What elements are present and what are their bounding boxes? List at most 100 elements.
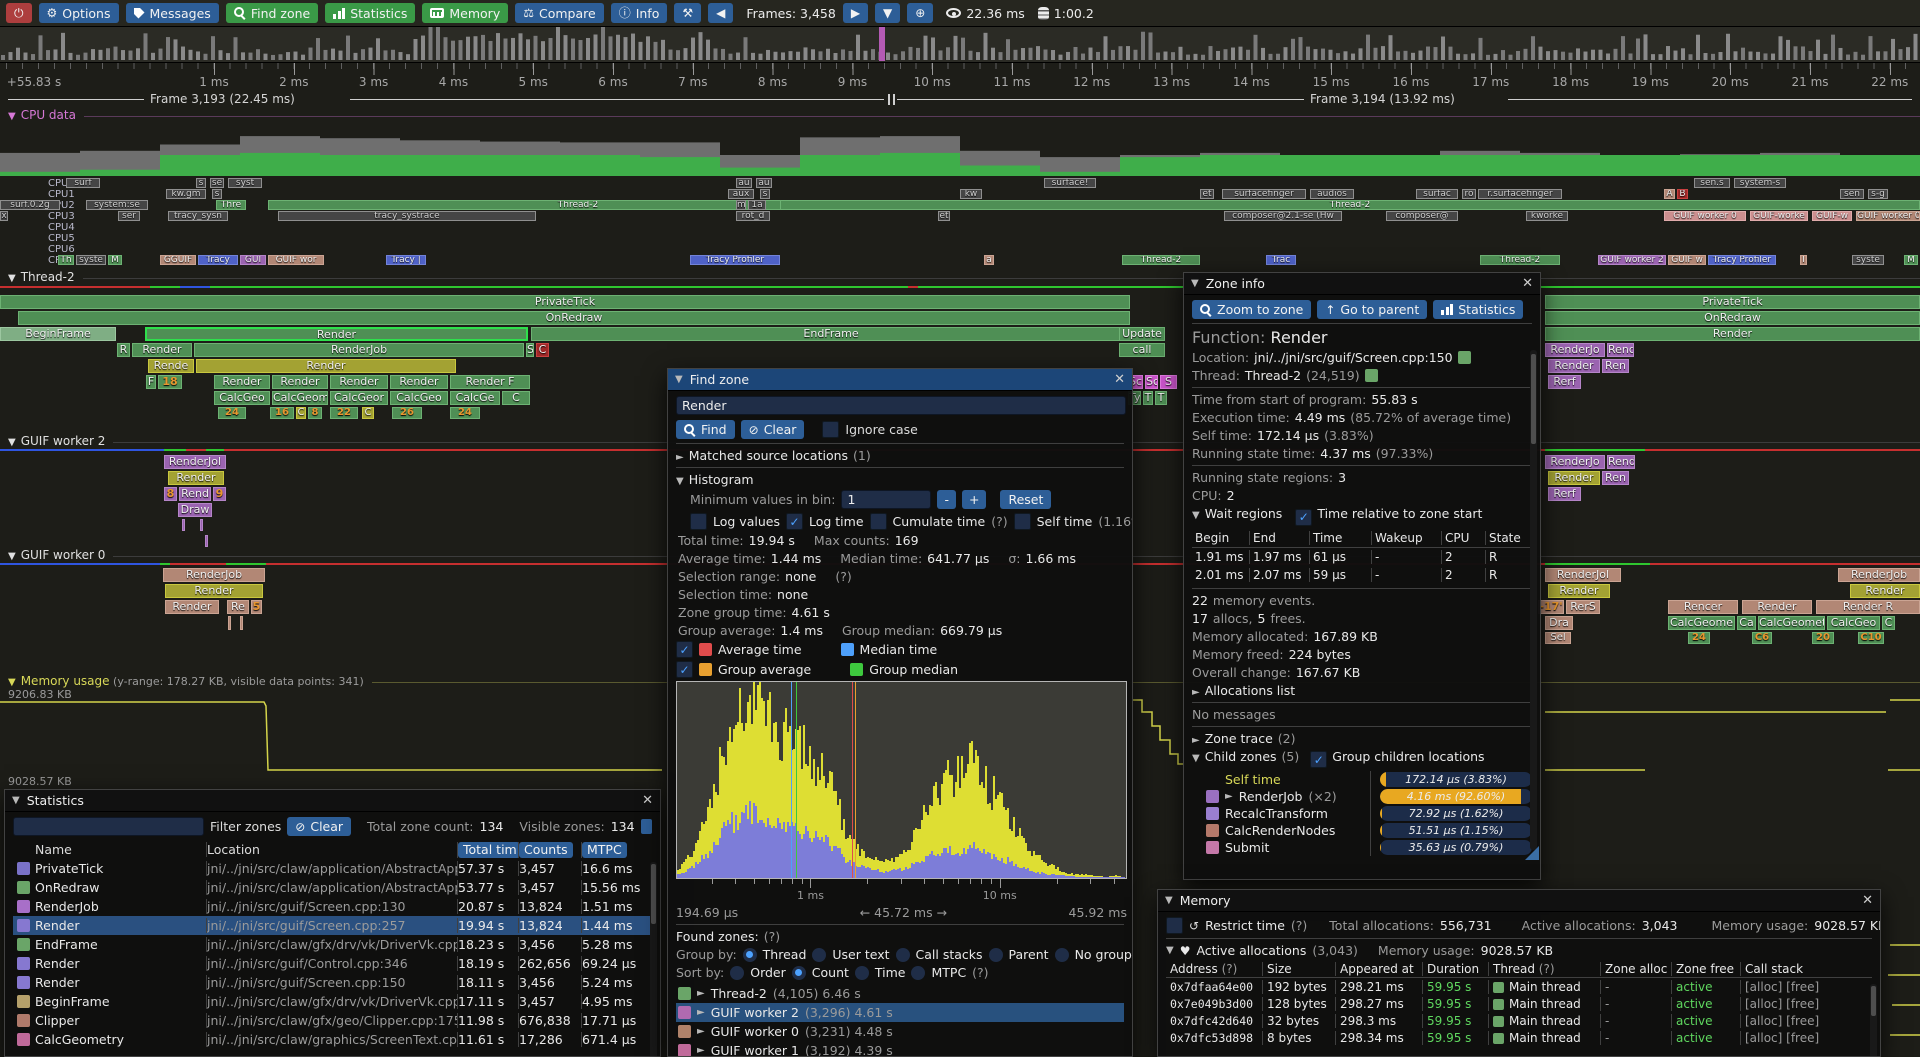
timeline-zone[interactable]: RenderJol — [164, 455, 226, 469]
group-by-option[interactable]: Call stacks — [915, 947, 983, 962]
cpu-zone[interactable]: surface! — [1044, 178, 1096, 188]
timeline-zone[interactable]: Render R — [1816, 600, 1920, 614]
min-bin-input[interactable] — [841, 490, 932, 509]
child-zone-row[interactable]: RecalcTransform 72.92 µs (1.62%) — [1192, 805, 1532, 822]
timeline-zone[interactable]: 18 — [158, 375, 182, 389]
histogram-section[interactable]: Histogram — [688, 472, 754, 487]
wait-col-header[interactable]: State — [1486, 531, 1532, 545]
cpu-zone[interactable]: GUIF wor — [268, 255, 324, 265]
timeline-zone[interactable]: PrivateTick — [0, 295, 1130, 309]
child-zone-row[interactable]: Submit 35.63 µs (0.79%) — [1192, 839, 1532, 856]
timeline-zone[interactable]: Ca — [1737, 616, 1756, 630]
cpu-zone[interactable]: s — [196, 178, 206, 188]
close-icon[interactable]: ✕ — [642, 793, 653, 808]
memory-col-header[interactable]: Thread (?) — [1489, 962, 1601, 976]
group-by-option-radio[interactable] — [988, 947, 1003, 962]
collapse-icon[interactable]: ▼ — [675, 374, 683, 385]
frame-label[interactable]: Frame 3,193 (22.45 ms) — [150, 92, 295, 106]
find-zone-button[interactable]: Find zone — [225, 3, 319, 23]
timeline-zone[interactable]: RenderJob — [1838, 568, 1920, 582]
cpu-zone[interactable]: s — [212, 189, 222, 199]
checkbox-log-time[interactable]: ✓ — [785, 513, 803, 530]
cpu-zone[interactable]: au — [736, 178, 752, 188]
sort-total-time-button[interactable]: Total tim — [458, 841, 519, 858]
frame-label[interactable]: Frame 3,194 (13.92 ms) — [1310, 92, 1455, 106]
matched-source-locations[interactable]: Matched source locations — [688, 448, 849, 463]
cpu-zone[interactable]: surfac — [1416, 189, 1458, 199]
cpu-zone[interactable]: tracy_sysn — [168, 211, 228, 221]
timeline-zone[interactable]: Rend — [1607, 343, 1634, 357]
found-zone-group[interactable]: ► GUIF worker 1 (3,192) 4.39 s — [676, 1041, 1124, 1056]
timeline-zone[interactable]: RenderJob — [163, 568, 265, 582]
group-by-option[interactable]: No grouping — [1074, 947, 1132, 962]
cpu-zone[interactable]: s — [760, 189, 770, 199]
wait-col-header[interactable]: Wakeup — [1372, 531, 1442, 545]
timeline-zone[interactable]: S — [526, 343, 534, 357]
cpu-zone[interactable]: a — [984, 255, 994, 265]
ignore-case-checkbox[interactable] — [822, 421, 840, 438]
zone-trace-section[interactable]: Zone trace — [1204, 730, 1273, 746]
wait-col-header[interactable]: Begin — [1195, 530, 1230, 545]
timeline-zone[interactable]: BeginFrame — [0, 327, 116, 341]
power-button[interactable]: ⏻ — [6, 3, 32, 23]
timeline-zone[interactable]: 24 — [1688, 632, 1710, 644]
cpu-zone[interactable]: composer@2.1-se (Hw — [1224, 211, 1342, 221]
expand-icon[interactable]: ► — [1225, 791, 1233, 802]
timeline-zone[interactable]: 20 — [1812, 632, 1834, 644]
timeline-zone[interactable]: C — [296, 407, 306, 419]
cpu-zone[interactable]: r.surfacefinger — [1478, 189, 1562, 199]
timeline-zone[interactable]: Render — [145, 327, 528, 341]
timeline-zone[interactable]: Update — [1119, 327, 1165, 341]
wait-col-header[interactable]: End — [1250, 531, 1310, 545]
found-zone-group[interactable]: ► GUIF worker 2 (3,296) 4.61 s — [676, 1003, 1124, 1022]
cpu-zone[interactable]: au — [756, 178, 772, 188]
sort-by-option-radio[interactable] — [854, 965, 869, 980]
zone-info-titlebar[interactable]: ▼ Zone info ✕ — [1184, 273, 1540, 295]
cpu-zone[interactable]: B — [1677, 189, 1688, 199]
wait-region-row[interactable]: 2.01 ms 2.07 ms 59 µs -2 R — [1192, 566, 1532, 584]
wait-col-header[interactable]: Time — [1310, 531, 1372, 545]
timeline-zone[interactable] — [205, 535, 208, 547]
cpu-zone[interactable]: audios — [1310, 189, 1354, 199]
group-by-option-radio[interactable] — [1054, 947, 1069, 962]
found-zone-group[interactable]: ► Thread-2 (4,105) 6.46 s — [676, 984, 1124, 1003]
filter-zones-input[interactable] — [13, 817, 205, 836]
statistics-row[interactable]: Render jni/../jni/src/guif/Control.cpp:34… — [13, 954, 652, 973]
find-button[interactable]: Find — [676, 420, 735, 439]
group-by-option-radio[interactable] — [895, 947, 910, 962]
collapse-icon[interactable]: ▼ — [676, 476, 684, 487]
timeline-zone[interactable] — [182, 519, 185, 531]
memory-col-header[interactable]: Duration — [1423, 962, 1489, 976]
close-icon[interactable]: ✕ — [1862, 893, 1873, 908]
statistics-row[interactable]: Render jni/../jni/src/guif/Screen.cpp:257… — [13, 916, 652, 935]
bin-minus-button[interactable]: - — [937, 490, 956, 509]
timeline-ruler[interactable]: +55.83 s 1 ms 2 ms 3 ms 4 ms 5 ms 6 ms 7 ms 8 ms… — [0, 63, 1920, 92]
cpu-zone[interactable]: sen — [1840, 189, 1864, 199]
sort-by-option-radio[interactable] — [730, 965, 745, 980]
timeline-zone[interactable]: RenderJo — [1545, 343, 1605, 357]
sort-by-option[interactable]: Time — [874, 965, 906, 980]
statistics-window[interactable]: ▼ Statistics ✕ Filter zones ⊘ Clear Total… — [4, 789, 661, 1057]
checkbox-self-time[interactable] — [1013, 513, 1031, 530]
go-to-parent-button[interactable]: ↑ Go to parent — [1317, 300, 1428, 319]
group-children-checkbox[interactable]: ✓ — [1310, 751, 1328, 768]
timeline-zone[interactable]: OnRedraw — [18, 311, 1130, 325]
cpu-zone[interactable]: Th — [58, 255, 74, 265]
timeline-zone[interactable]: Render — [1545, 327, 1920, 341]
cpu-zone[interactable]: system:se — [86, 200, 148, 210]
cpu-zone[interactable]: x — [0, 211, 8, 221]
statistics-row[interactable]: PrivateTick jni/../jni/src/claw/applicati… — [13, 859, 652, 878]
memory-button[interactable]: Memory — [422, 3, 509, 23]
cpu-zone[interactable]: GGUIF — [160, 255, 196, 265]
timeline-zone[interactable]: Draw — [178, 503, 212, 517]
cpu-zone[interactable]: Tracy Profiler — [1708, 255, 1776, 265]
timeline-zone[interactable]: Ren — [1602, 471, 1629, 485]
timeline-zone[interactable]: 9 — [213, 487, 226, 501]
timeline-zone[interactable]: Render — [214, 375, 270, 389]
cpu-zone[interactable]: GUIF w — [1668, 255, 1706, 265]
timeline-zone[interactable]: RerS — [1566, 600, 1600, 614]
sort-by-option[interactable]: Order — [750, 965, 786, 980]
timeline-zone[interactable]: Render — [1548, 359, 1600, 373]
memory-col-header[interactable]: Zone free — [1672, 962, 1741, 976]
cpu-zone[interactable]: Thread-2 — [1122, 255, 1200, 265]
